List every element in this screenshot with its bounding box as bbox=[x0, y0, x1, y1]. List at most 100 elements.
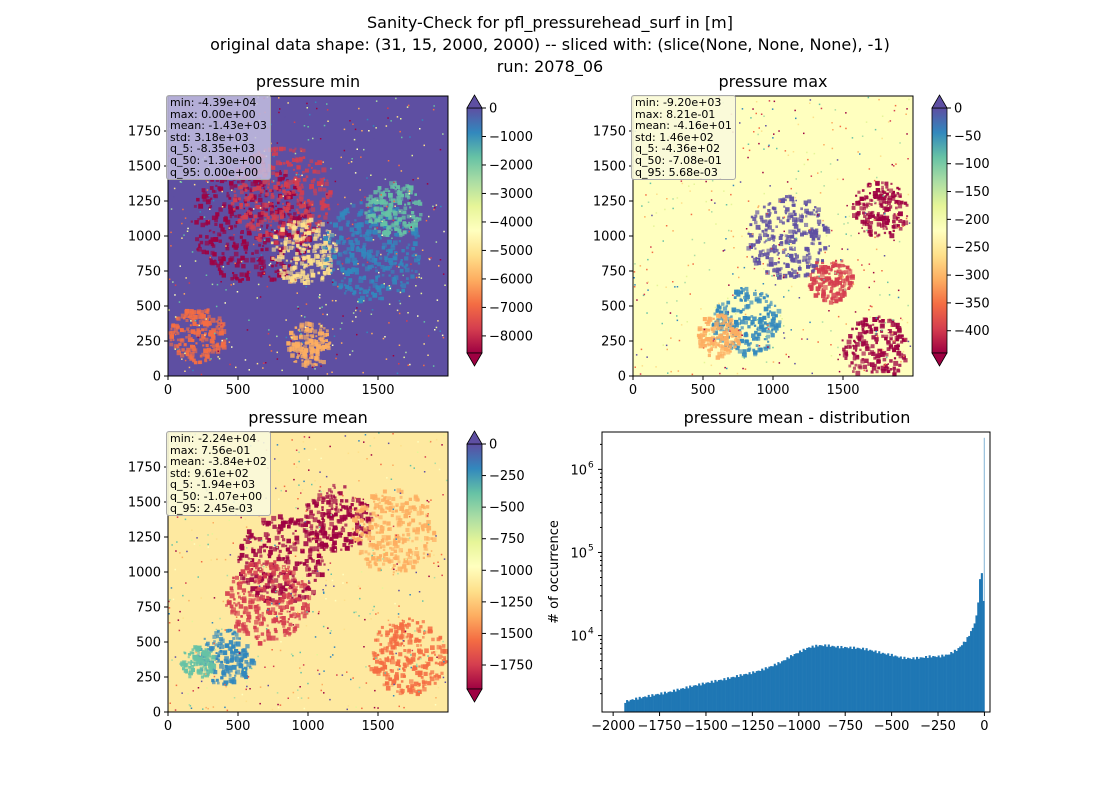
y-tick-label: 1500 bbox=[128, 496, 161, 511]
y-tick-label: 1750 bbox=[593, 125, 626, 140]
histogram-bar bbox=[701, 682, 704, 712]
histogram-bar bbox=[883, 653, 886, 712]
histogram-bar bbox=[834, 647, 838, 712]
histogram-frame bbox=[601, 431, 991, 713]
histogram-bar bbox=[874, 650, 877, 712]
histogram-bar bbox=[867, 650, 870, 712]
colorbar-tick-label: −400 bbox=[954, 324, 990, 339]
y-tick-label: 250 bbox=[601, 335, 626, 350]
histogram-bar bbox=[660, 692, 663, 712]
y-tick-label: 1750 bbox=[128, 461, 161, 476]
y-tick-label: 10 bbox=[570, 630, 587, 645]
histogram-bars bbox=[624, 437, 985, 712]
histogram-bar bbox=[743, 674, 746, 712]
y-tick-label: 0 bbox=[153, 706, 161, 721]
histogram-bar bbox=[800, 652, 803, 712]
histogram-bar bbox=[726, 677, 730, 712]
y-tick-label: 1250 bbox=[128, 195, 161, 210]
histogram-bar bbox=[899, 656, 902, 712]
x-tick-label: 500 bbox=[226, 383, 251, 398]
histogram-bar bbox=[680, 688, 683, 712]
histogram-bar bbox=[887, 653, 890, 712]
y-tick-label: 1000 bbox=[128, 566, 161, 581]
histogram-bar bbox=[685, 686, 688, 712]
y-tick-label: 1500 bbox=[128, 160, 161, 175]
histogram-bar bbox=[934, 656, 937, 712]
histogram-bar bbox=[714, 679, 717, 712]
stats-line: q_5: -1.94e+03 bbox=[170, 478, 256, 492]
histogram-bar bbox=[950, 652, 953, 712]
histogram-bar bbox=[881, 652, 884, 712]
x-tick-label: 1000 bbox=[756, 383, 789, 398]
histogram-bar bbox=[797, 653, 800, 712]
x-tick-label: 0 bbox=[629, 383, 637, 398]
colorbar-tick-label: −2000 bbox=[489, 158, 533, 173]
y-tick-label: 500 bbox=[136, 300, 161, 315]
histogram-bar bbox=[935, 657, 938, 712]
colorbar-tick-label: −50 bbox=[954, 129, 981, 144]
histogram-bar bbox=[644, 696, 647, 712]
histogram-bar bbox=[635, 697, 638, 712]
histogram-bar bbox=[854, 648, 857, 712]
histogram-bar bbox=[930, 657, 933, 712]
histogram-bar bbox=[975, 615, 978, 712]
stats-box-pressure-mean: min: -2.24e+04 max: 7.56e-01 mean: -3.84… bbox=[166, 431, 271, 517]
figure-title-line-2: original data shape: (31, 15, 2000, 2000… bbox=[210, 35, 890, 54]
colorbar-tick-label: 0 bbox=[954, 102, 962, 117]
histogram-bar bbox=[870, 650, 874, 712]
histogram-bar bbox=[948, 654, 951, 712]
histogram-bar bbox=[955, 650, 958, 712]
histogram-bar bbox=[894, 655, 897, 712]
colorbar-tick-label: −250 bbox=[954, 241, 990, 256]
histogram-bar bbox=[719, 679, 722, 712]
histogram-bar bbox=[647, 694, 650, 712]
colorbar-tick-label: −1000 bbox=[489, 130, 533, 145]
y-tick-label: 1000 bbox=[128, 230, 161, 245]
histogram-bar bbox=[793, 654, 796, 712]
colorbar-tick-label: −5000 bbox=[489, 244, 533, 259]
x-tick-label: −1250 bbox=[730, 719, 774, 734]
figure-title-line-1: Sanity-Check for pfl_pressurehead_surf i… bbox=[367, 13, 733, 32]
colorbar-extend-min bbox=[466, 352, 483, 367]
histogram-bar bbox=[753, 672, 757, 712]
stats-line: mean: -3.84e+02 bbox=[170, 455, 267, 469]
histogram-bar bbox=[784, 660, 787, 712]
histogram-bar bbox=[683, 688, 686, 712]
panel-title-pressure-min: pressure min bbox=[255, 72, 361, 91]
histogram-bar bbox=[723, 678, 726, 712]
histogram-bar bbox=[626, 700, 629, 712]
y-tick-label: 1000 bbox=[593, 230, 626, 245]
x-tick-label: 1500 bbox=[826, 383, 859, 398]
histogram-bar bbox=[820, 645, 823, 712]
histogram-bar bbox=[672, 689, 675, 712]
histogram-bar bbox=[818, 645, 821, 712]
x-tick-label: 500 bbox=[226, 719, 251, 734]
stats-line: q_50: -7.08e-01 bbox=[635, 153, 722, 167]
histogram-bar bbox=[692, 685, 695, 712]
panel-title-distribution: pressure mean - distribution bbox=[683, 408, 911, 427]
histogram-bar bbox=[741, 675, 744, 712]
histogram-bar bbox=[795, 653, 798, 712]
histogram-bar bbox=[878, 651, 881, 712]
y-tick-label: 10 bbox=[570, 463, 587, 478]
x-tick-label: −250 bbox=[920, 719, 956, 734]
x-tick-label: −1500 bbox=[684, 719, 728, 734]
histogram-bar bbox=[681, 688, 684, 712]
histogram-bar bbox=[879, 653, 883, 712]
histogram-bar bbox=[725, 680, 728, 712]
stats-line: std: 9.61e+02 bbox=[170, 466, 249, 480]
y-tick-label: 250 bbox=[136, 335, 161, 350]
histogram-bar bbox=[910, 659, 913, 712]
y-tick-label: 500 bbox=[601, 300, 626, 315]
histogram-bar bbox=[696, 685, 699, 712]
colorbar-tick-label: −200 bbox=[954, 213, 990, 228]
histogram-bar bbox=[973, 623, 976, 712]
histogram-bar bbox=[849, 646, 852, 712]
histogram-bar bbox=[968, 635, 971, 712]
histogram-bar bbox=[734, 677, 737, 712]
histogram-bar bbox=[916, 656, 919, 712]
panel-title-pressure-mean: pressure mean bbox=[248, 408, 368, 427]
histogram-bar bbox=[903, 656, 906, 712]
y-tick-label: 1250 bbox=[128, 531, 161, 546]
histogram-bar bbox=[833, 646, 836, 712]
